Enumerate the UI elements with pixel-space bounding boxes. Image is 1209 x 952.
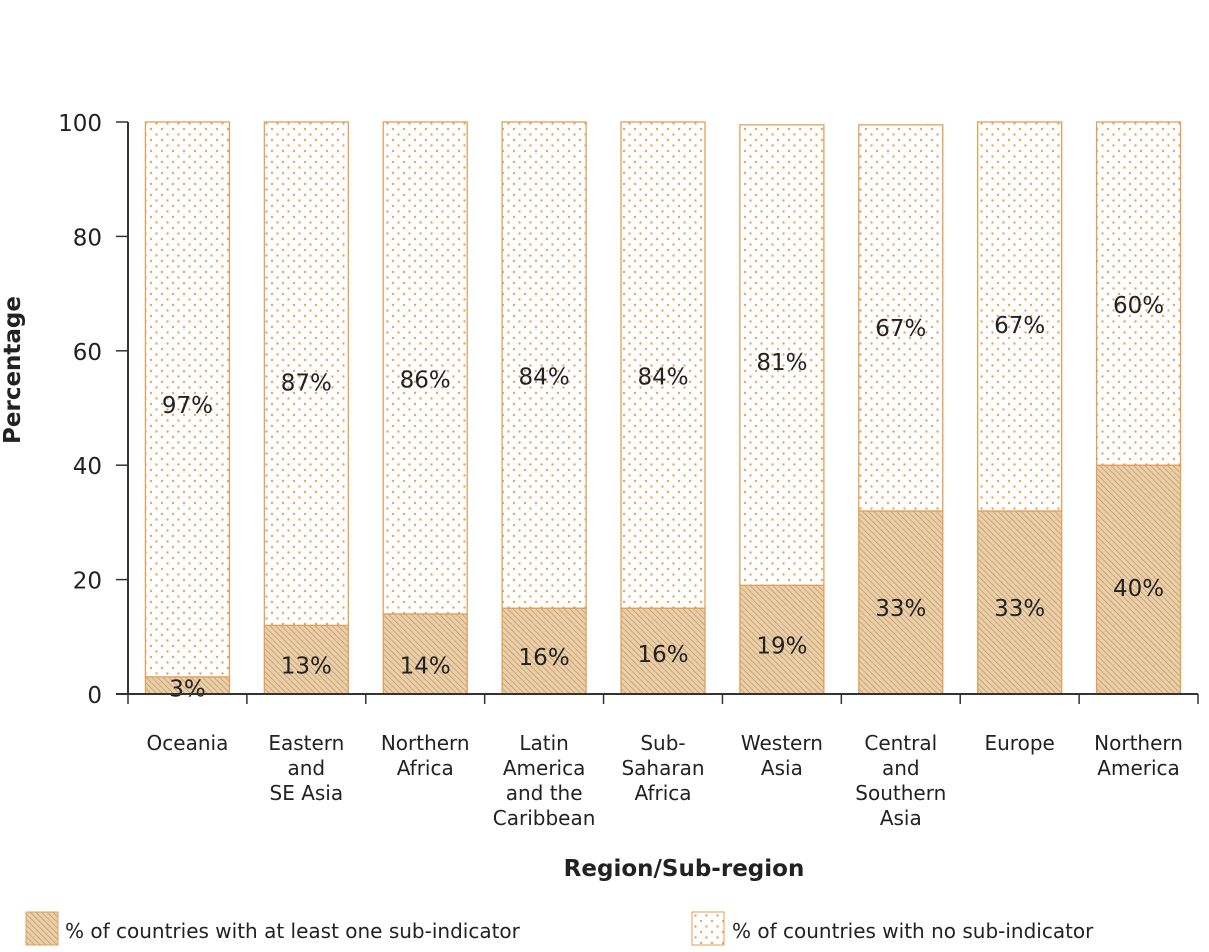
value-label-no-5: 81% (756, 350, 807, 376)
bar-no-subindicator-8 (1095, 121, 1182, 466)
x-ticks (127, 694, 1199, 704)
value-label-no-4: 84% (637, 365, 688, 391)
value-label-no-1: 87% (281, 370, 332, 396)
value-label-no-0: 97% (162, 393, 213, 419)
bar-no-subindicator-7 (977, 121, 1063, 512)
value-label-with-2: 14% (400, 653, 451, 679)
bar-no-subindicator-2 (382, 121, 468, 615)
bar-with-subindicator-8 (1095, 464, 1182, 695)
y-axis-title: Percentage (0, 296, 26, 444)
y-tick-label-0: 0 (87, 683, 102, 709)
legend-swatch-without (691, 911, 725, 946)
x-tick-label-2: Northern Africa (381, 731, 470, 780)
value-label-with-0: 3% (169, 676, 206, 702)
x-tick-label-4: Sub-Saharan Africa (621, 731, 704, 805)
value-label-with-7: 33% (994, 596, 1045, 622)
value-label-no-3: 84% (519, 365, 570, 391)
value-label-with-5: 19% (756, 633, 807, 659)
x-tick-label-1: Eastern and SE Asia (268, 731, 344, 805)
y-tick-label-60: 60 (73, 340, 102, 366)
y-tick-label-20: 20 (73, 569, 102, 595)
value-label-with-1: 13% (281, 653, 332, 679)
value-label-with-3: 16% (519, 645, 570, 671)
x-tick-label-8: Northern America (1094, 731, 1183, 780)
bars (144, 121, 1182, 695)
bar-with-subindicator-6 (858, 510, 944, 695)
value-label-no-8: 60% (1113, 293, 1164, 319)
y-tick-label-80: 80 (73, 225, 102, 251)
value-label-with-4: 16% (637, 642, 688, 668)
x-tick-labels: Oceania Eastern and SE Asia Northern Africa La… (147, 731, 1183, 830)
bar-no-subindicator-5 (739, 124, 825, 586)
bar-no-subindicator-0 (144, 121, 231, 678)
value-label-no-2: 86% (400, 367, 451, 393)
value-labels: 3% 97% 13% 87% 14% 86% 16% 84% 16% 84% 19% 81% 33% 67… (162, 293, 1164, 702)
bar-no-subindicator-4 (620, 121, 706, 609)
y-tick-label-100: 100 (58, 111, 102, 137)
y-ticks: 0 20 40 60 80 100 (58, 111, 128, 709)
value-label-no-7: 67% (994, 313, 1045, 339)
bar-no-subindicator-3 (501, 121, 587, 609)
legend-label-with: % of countries with at least one sub-ind… (65, 919, 521, 943)
x-axis-title: Region/Sub-region (564, 856, 805, 882)
legend-swatch-with (25, 911, 59, 946)
x-tick-label-0: Oceania (147, 731, 229, 755)
legend-label-without: % of countries with no sub-indicator (732, 919, 1094, 943)
value-label-with-6: 33% (875, 596, 926, 622)
value-label-with-8: 40% (1113, 576, 1164, 602)
y-tick-label-40: 40 (73, 454, 102, 480)
bar-no-subindicator-1 (263, 121, 349, 627)
x-tick-label-3: Latin America and the Caribbean (493, 731, 596, 830)
x-tick-label-7: Europe (984, 731, 1054, 755)
bar-with-subindicator-7 (977, 510, 1063, 695)
x-tick-label-5: Western Asia (741, 731, 823, 780)
value-label-no-6: 67% (875, 316, 926, 342)
bar-with-subindicator-4 (620, 607, 706, 695)
bar-no-subindicator-6 (858, 124, 944, 512)
x-tick-label-6: Central and Southern Asia (855, 731, 946, 830)
legend: % of countries with at least one sub-ind… (25, 911, 1094, 946)
